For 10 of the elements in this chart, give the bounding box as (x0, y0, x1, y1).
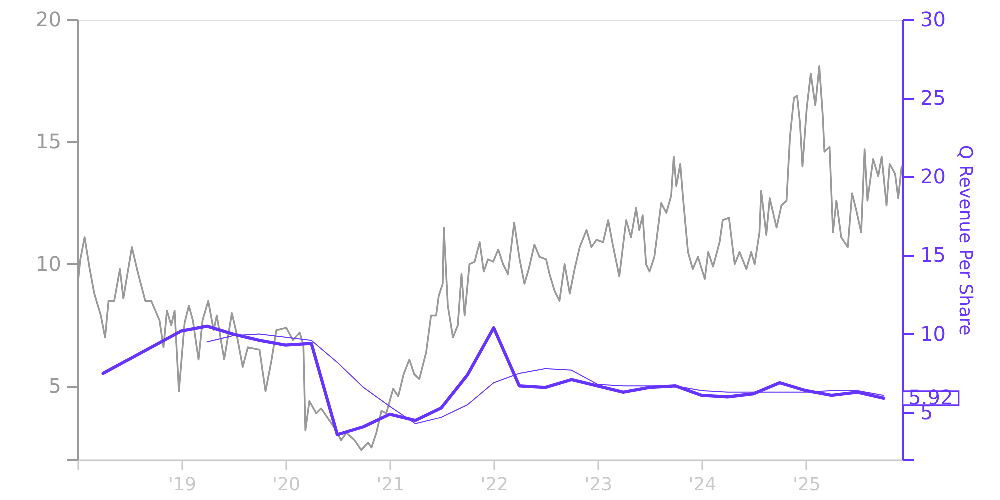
y2-tick-label: 25 (920, 86, 946, 110)
y2-tick-label: 30 (920, 8, 946, 32)
y-tick-label: 20 (36, 8, 62, 32)
y-tick-label: 5 (48, 374, 62, 398)
y-tick-label: 15 (36, 130, 62, 154)
y2-tick-label: 10 (920, 322, 946, 346)
y2-axis-title: Q Revenue Per Share (954, 145, 976, 336)
y2-tick-label: 20 (920, 164, 946, 189)
y2-tick-label: 15 (920, 243, 946, 268)
y-tick-label: 10 (36, 252, 62, 276)
